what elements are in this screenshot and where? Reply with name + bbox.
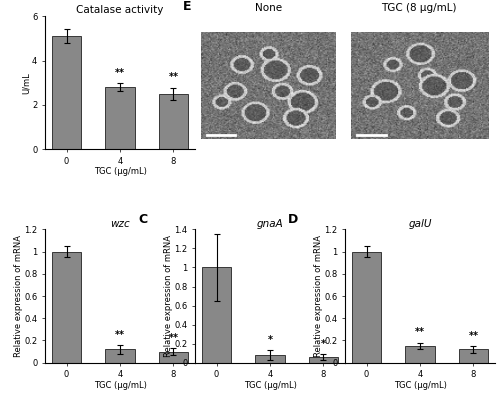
Text: C: C xyxy=(138,214,147,226)
Bar xyxy=(159,351,188,363)
X-axis label: TGC (μg/mL): TGC (μg/mL) xyxy=(394,381,446,390)
Y-axis label: Relative expression of mRNA: Relative expression of mRNA xyxy=(164,235,172,357)
Text: D: D xyxy=(288,214,298,226)
Text: None: None xyxy=(255,4,282,13)
Bar xyxy=(106,349,134,363)
Y-axis label: Relative expression of mRNA: Relative expression of mRNA xyxy=(14,235,22,357)
Text: **: ** xyxy=(168,333,178,343)
X-axis label: TGC (μg/mL): TGC (μg/mL) xyxy=(94,381,146,390)
Title: Catalase activity: Catalase activity xyxy=(76,5,164,15)
Text: **: ** xyxy=(115,330,125,340)
Text: E: E xyxy=(183,0,192,13)
Title: wzc: wzc xyxy=(110,218,130,229)
Bar xyxy=(52,36,81,150)
X-axis label: TGC (μg/mL): TGC (μg/mL) xyxy=(244,381,296,390)
X-axis label: TGC (μg/mL): TGC (μg/mL) xyxy=(94,168,146,177)
Bar xyxy=(256,355,284,363)
Bar xyxy=(106,87,134,150)
Bar xyxy=(459,349,488,363)
Text: TGC (8 μg/mL): TGC (8 μg/mL) xyxy=(381,4,456,13)
Text: **: ** xyxy=(468,331,478,341)
Bar xyxy=(52,251,81,363)
Bar xyxy=(159,94,188,150)
Text: **: ** xyxy=(168,72,178,82)
Title: galU: galU xyxy=(408,218,432,229)
Bar xyxy=(202,268,231,363)
Text: **: ** xyxy=(115,68,125,78)
Title: gnaA: gnaA xyxy=(256,218,283,229)
Y-axis label: U/mL: U/mL xyxy=(22,72,30,93)
Bar xyxy=(309,357,338,363)
Text: **: ** xyxy=(415,327,425,337)
Bar xyxy=(352,251,381,363)
Text: *: * xyxy=(321,339,326,349)
Bar xyxy=(406,346,434,363)
Y-axis label: Relative expression of mRNA: Relative expression of mRNA xyxy=(314,235,322,357)
Text: *: * xyxy=(268,335,272,345)
